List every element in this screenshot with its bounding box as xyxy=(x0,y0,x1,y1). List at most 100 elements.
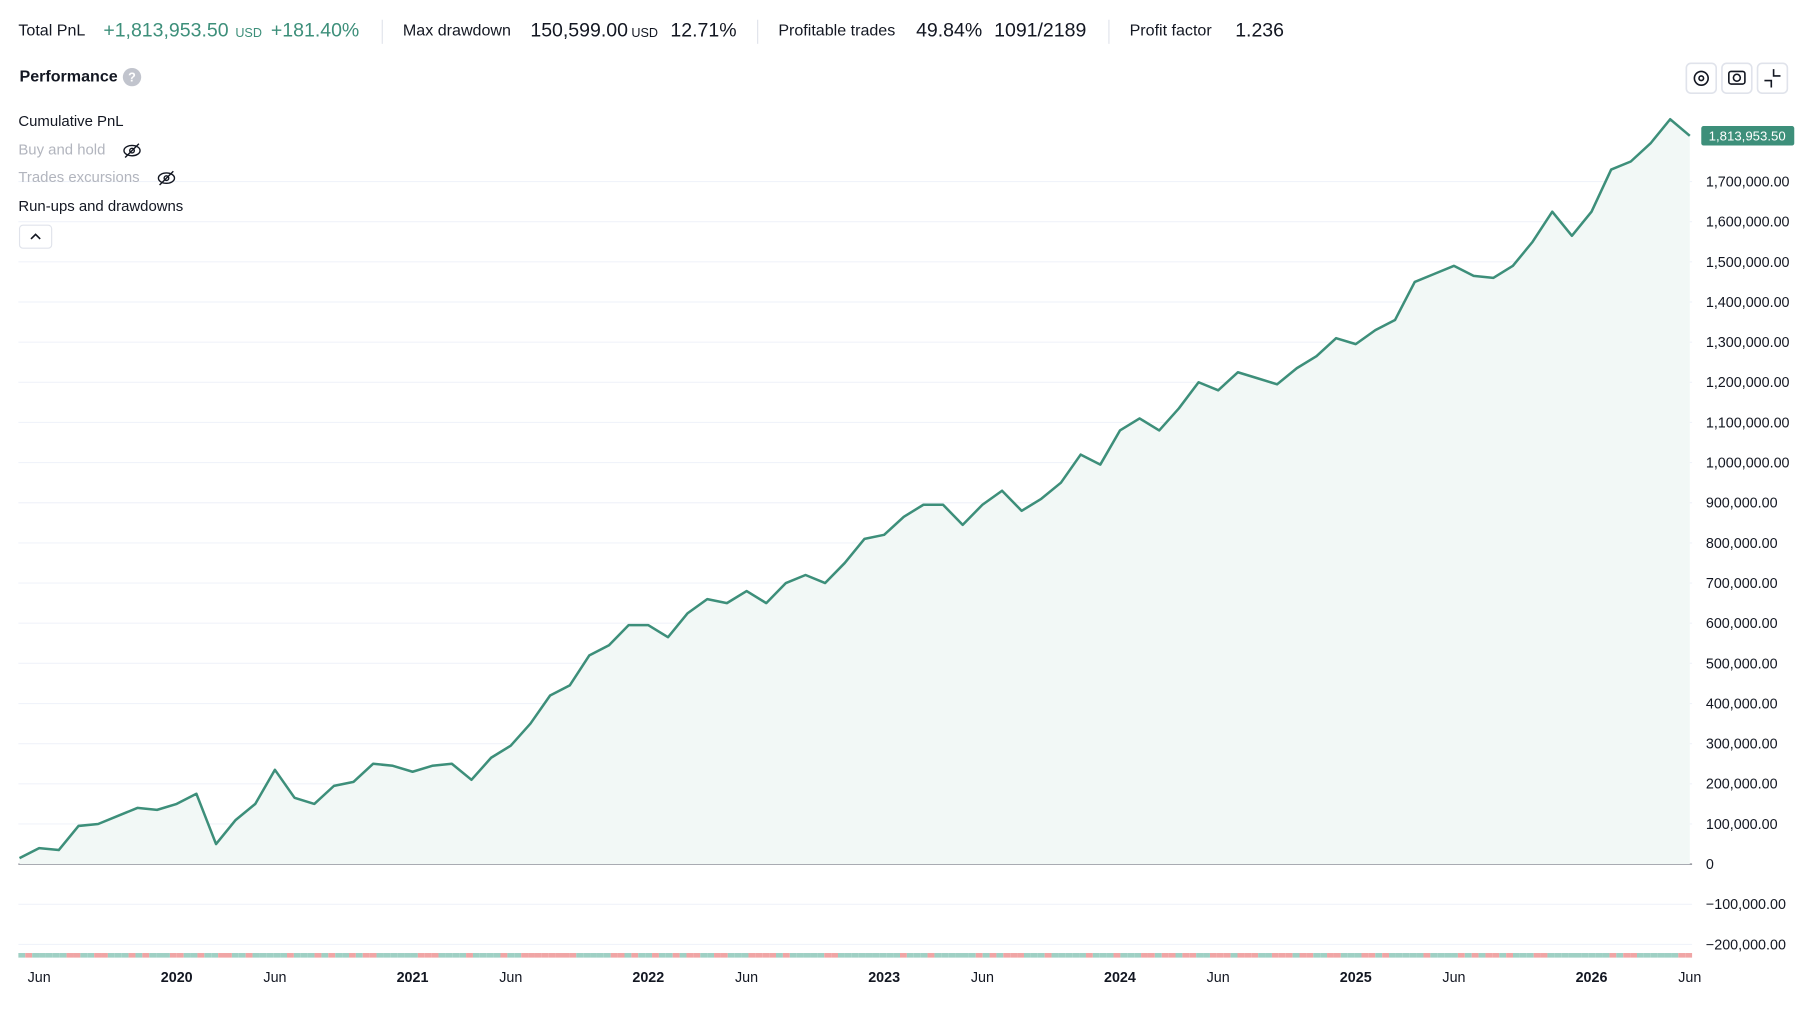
chevron-up xyxy=(30,233,41,240)
panel-title: Performance xyxy=(20,67,118,85)
x-tick-label: Jun xyxy=(1678,970,1701,986)
runup-stripe xyxy=(1457,953,1465,958)
runup-stripe xyxy=(1120,953,1128,958)
y-tick-label: 800,000.00 xyxy=(1706,536,1778,552)
runup-stripe xyxy=(521,953,529,958)
runup-stripe xyxy=(459,953,467,958)
runup-stripe xyxy=(1327,953,1334,958)
runup-stripe xyxy=(1423,953,1431,958)
runup-stripe xyxy=(610,953,618,958)
runup-stripe xyxy=(80,953,88,958)
runup-stripe xyxy=(624,953,632,958)
runup-stripe xyxy=(1044,953,1052,958)
x-tick-label: Jun xyxy=(1207,970,1230,986)
runup-stripe xyxy=(1203,953,1210,958)
runup-stripe xyxy=(293,953,301,958)
runup-stripe xyxy=(748,953,756,958)
runup-stripe xyxy=(541,953,549,958)
stat-label: Profit factor xyxy=(1130,21,1213,39)
runup-stripe xyxy=(817,953,825,958)
runup-stripe xyxy=(355,953,363,958)
runup-stripe xyxy=(658,953,666,958)
legend-entry[interactable]: Buy and hold xyxy=(18,142,105,159)
runup-stripe xyxy=(245,953,253,958)
collapse-legend-button[interactable] xyxy=(18,224,53,249)
runup-stripe xyxy=(59,953,67,958)
legend-entry[interactable]: Run-ups and drawdowns xyxy=(18,198,183,215)
runup-stripe xyxy=(913,953,921,958)
runup-stripe xyxy=(183,953,191,958)
legend-entry[interactable]: Trades excursions xyxy=(18,169,139,186)
runup-stripe xyxy=(968,953,976,958)
runup-stripe xyxy=(934,953,942,958)
y-tick-label: 700,000.00 xyxy=(1706,576,1778,592)
runup-stripe xyxy=(603,953,611,958)
runup-stripe xyxy=(149,953,157,958)
runup-stripe xyxy=(128,953,136,958)
runup-stripe xyxy=(796,953,804,958)
runup-stripe xyxy=(1127,953,1135,958)
settings-icon xyxy=(1693,70,1709,86)
legend-entry[interactable]: Cumulative PnL xyxy=(18,113,123,130)
runup-stripe xyxy=(1265,953,1272,958)
runup-stripe xyxy=(596,953,604,958)
x-tick-label: 2023 xyxy=(868,970,900,986)
runup-stripe xyxy=(225,953,232,958)
runup-stripe xyxy=(383,953,391,958)
runup-stripe xyxy=(218,953,225,958)
runup-stripe xyxy=(1168,953,1176,958)
runup-stripe xyxy=(1189,953,1197,958)
runup-stripe xyxy=(782,953,790,958)
help-icon[interactable] xyxy=(122,67,142,87)
runup-stripe xyxy=(824,953,832,958)
runup-stripe xyxy=(390,953,398,958)
runup-stripe xyxy=(865,953,873,958)
runup-stripe xyxy=(1499,953,1507,958)
hidden-icon[interactable] xyxy=(157,170,176,186)
x-tick-label: Jun xyxy=(499,970,522,986)
runup-stripe xyxy=(941,953,949,958)
stat-value: +1,813,953.50 xyxy=(103,19,228,41)
runup-stripe xyxy=(238,953,246,958)
settings-icon-core xyxy=(1698,75,1705,82)
runup-stripe xyxy=(1416,953,1424,958)
collapse-button[interactable] xyxy=(1756,62,1789,95)
runup-stripe xyxy=(803,953,811,958)
runup-stripe xyxy=(1554,953,1562,958)
runup-stripe xyxy=(1464,953,1472,958)
settings-button[interactable] xyxy=(1685,62,1718,95)
runup-stripe xyxy=(73,953,81,958)
runup-stripe xyxy=(266,953,274,958)
runup-stripe xyxy=(1010,953,1018,958)
camera-icon xyxy=(1728,70,1746,85)
y-tick-label: 1,600,000.00 xyxy=(1706,215,1790,231)
runup-stripe xyxy=(617,953,625,958)
runup-stripe xyxy=(1037,953,1045,958)
runup-stripe xyxy=(1299,953,1307,958)
last-value-label: 1,813,953.50 xyxy=(1709,128,1786,143)
runup-stripe xyxy=(948,953,956,958)
runup-stripe xyxy=(1320,953,1328,958)
runup-stripe xyxy=(1402,953,1410,958)
runup-stripe xyxy=(1244,953,1252,958)
runup-stripe xyxy=(1175,953,1183,958)
stat-extra: 12.71% xyxy=(670,19,736,41)
runup-stripe xyxy=(769,953,777,958)
runup-stripe xyxy=(652,953,659,958)
runup-stripe xyxy=(369,953,377,958)
runup-stripe xyxy=(714,953,721,958)
runup-stripe xyxy=(672,953,680,958)
runup-stripe xyxy=(1051,953,1059,958)
runup-stripe xyxy=(562,953,570,958)
runup-stripe xyxy=(1389,953,1396,958)
runup-stripe xyxy=(1106,953,1114,958)
runup-stripe xyxy=(397,953,405,958)
runup-stripe xyxy=(507,953,515,958)
hidden-icon[interactable] xyxy=(123,143,141,158)
runup-stripe xyxy=(755,953,763,958)
runup-stripe xyxy=(1065,953,1073,958)
runup-stripe xyxy=(1568,953,1575,958)
runup-stripe xyxy=(1444,953,1452,958)
screenshot-button[interactable] xyxy=(1721,62,1753,95)
runup-stripe xyxy=(1595,953,1603,958)
